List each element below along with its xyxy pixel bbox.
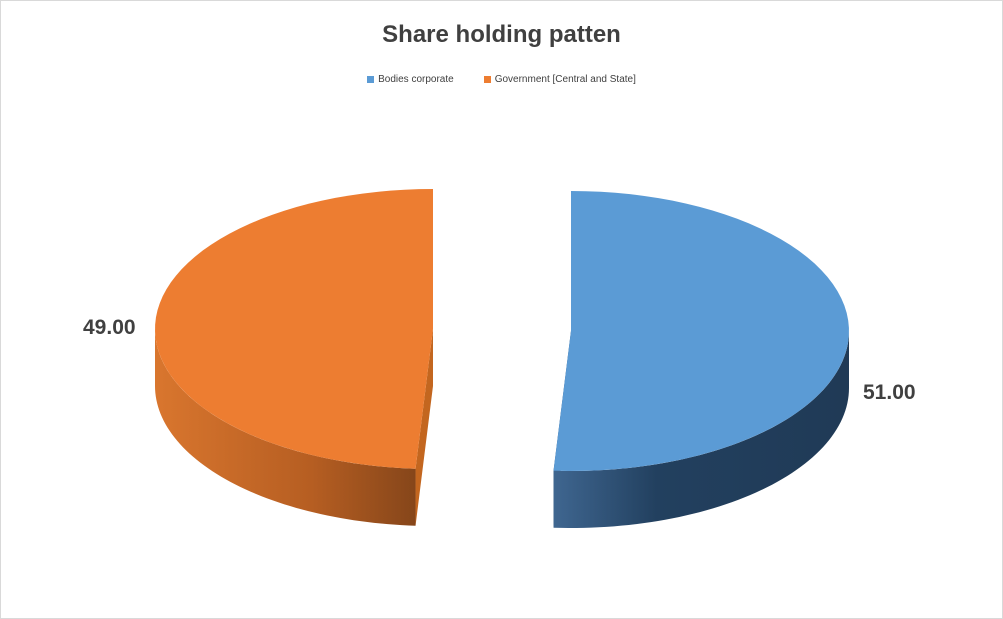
pie-slice-government <box>155 189 433 469</box>
slice-side-wall-government <box>155 329 416 526</box>
data-label-government: 49.00 <box>83 316 136 339</box>
slice-side-wall-bodies-corporate <box>553 331 849 528</box>
pie-slice-bodies-corporate <box>553 191 849 471</box>
slice-cut-face-government <box>415 329 433 526</box>
chart-title: Share holding patten <box>382 21 621 48</box>
legend-label: Government [Central and State] <box>494 74 636 85</box>
legend-swatch <box>483 76 491 83</box>
legend-label: Bodies corporate <box>378 74 454 85</box>
legend-swatch <box>367 76 375 83</box>
legend-item-government: Government [Central and State] <box>483 74 636 85</box>
legend-item-bodies-corporate: Bodies corporate <box>367 74 454 85</box>
legend: Bodies corporate Government [Central and… <box>1 74 1002 85</box>
data-label-bodies-corporate: 51.00 <box>863 381 916 404</box>
